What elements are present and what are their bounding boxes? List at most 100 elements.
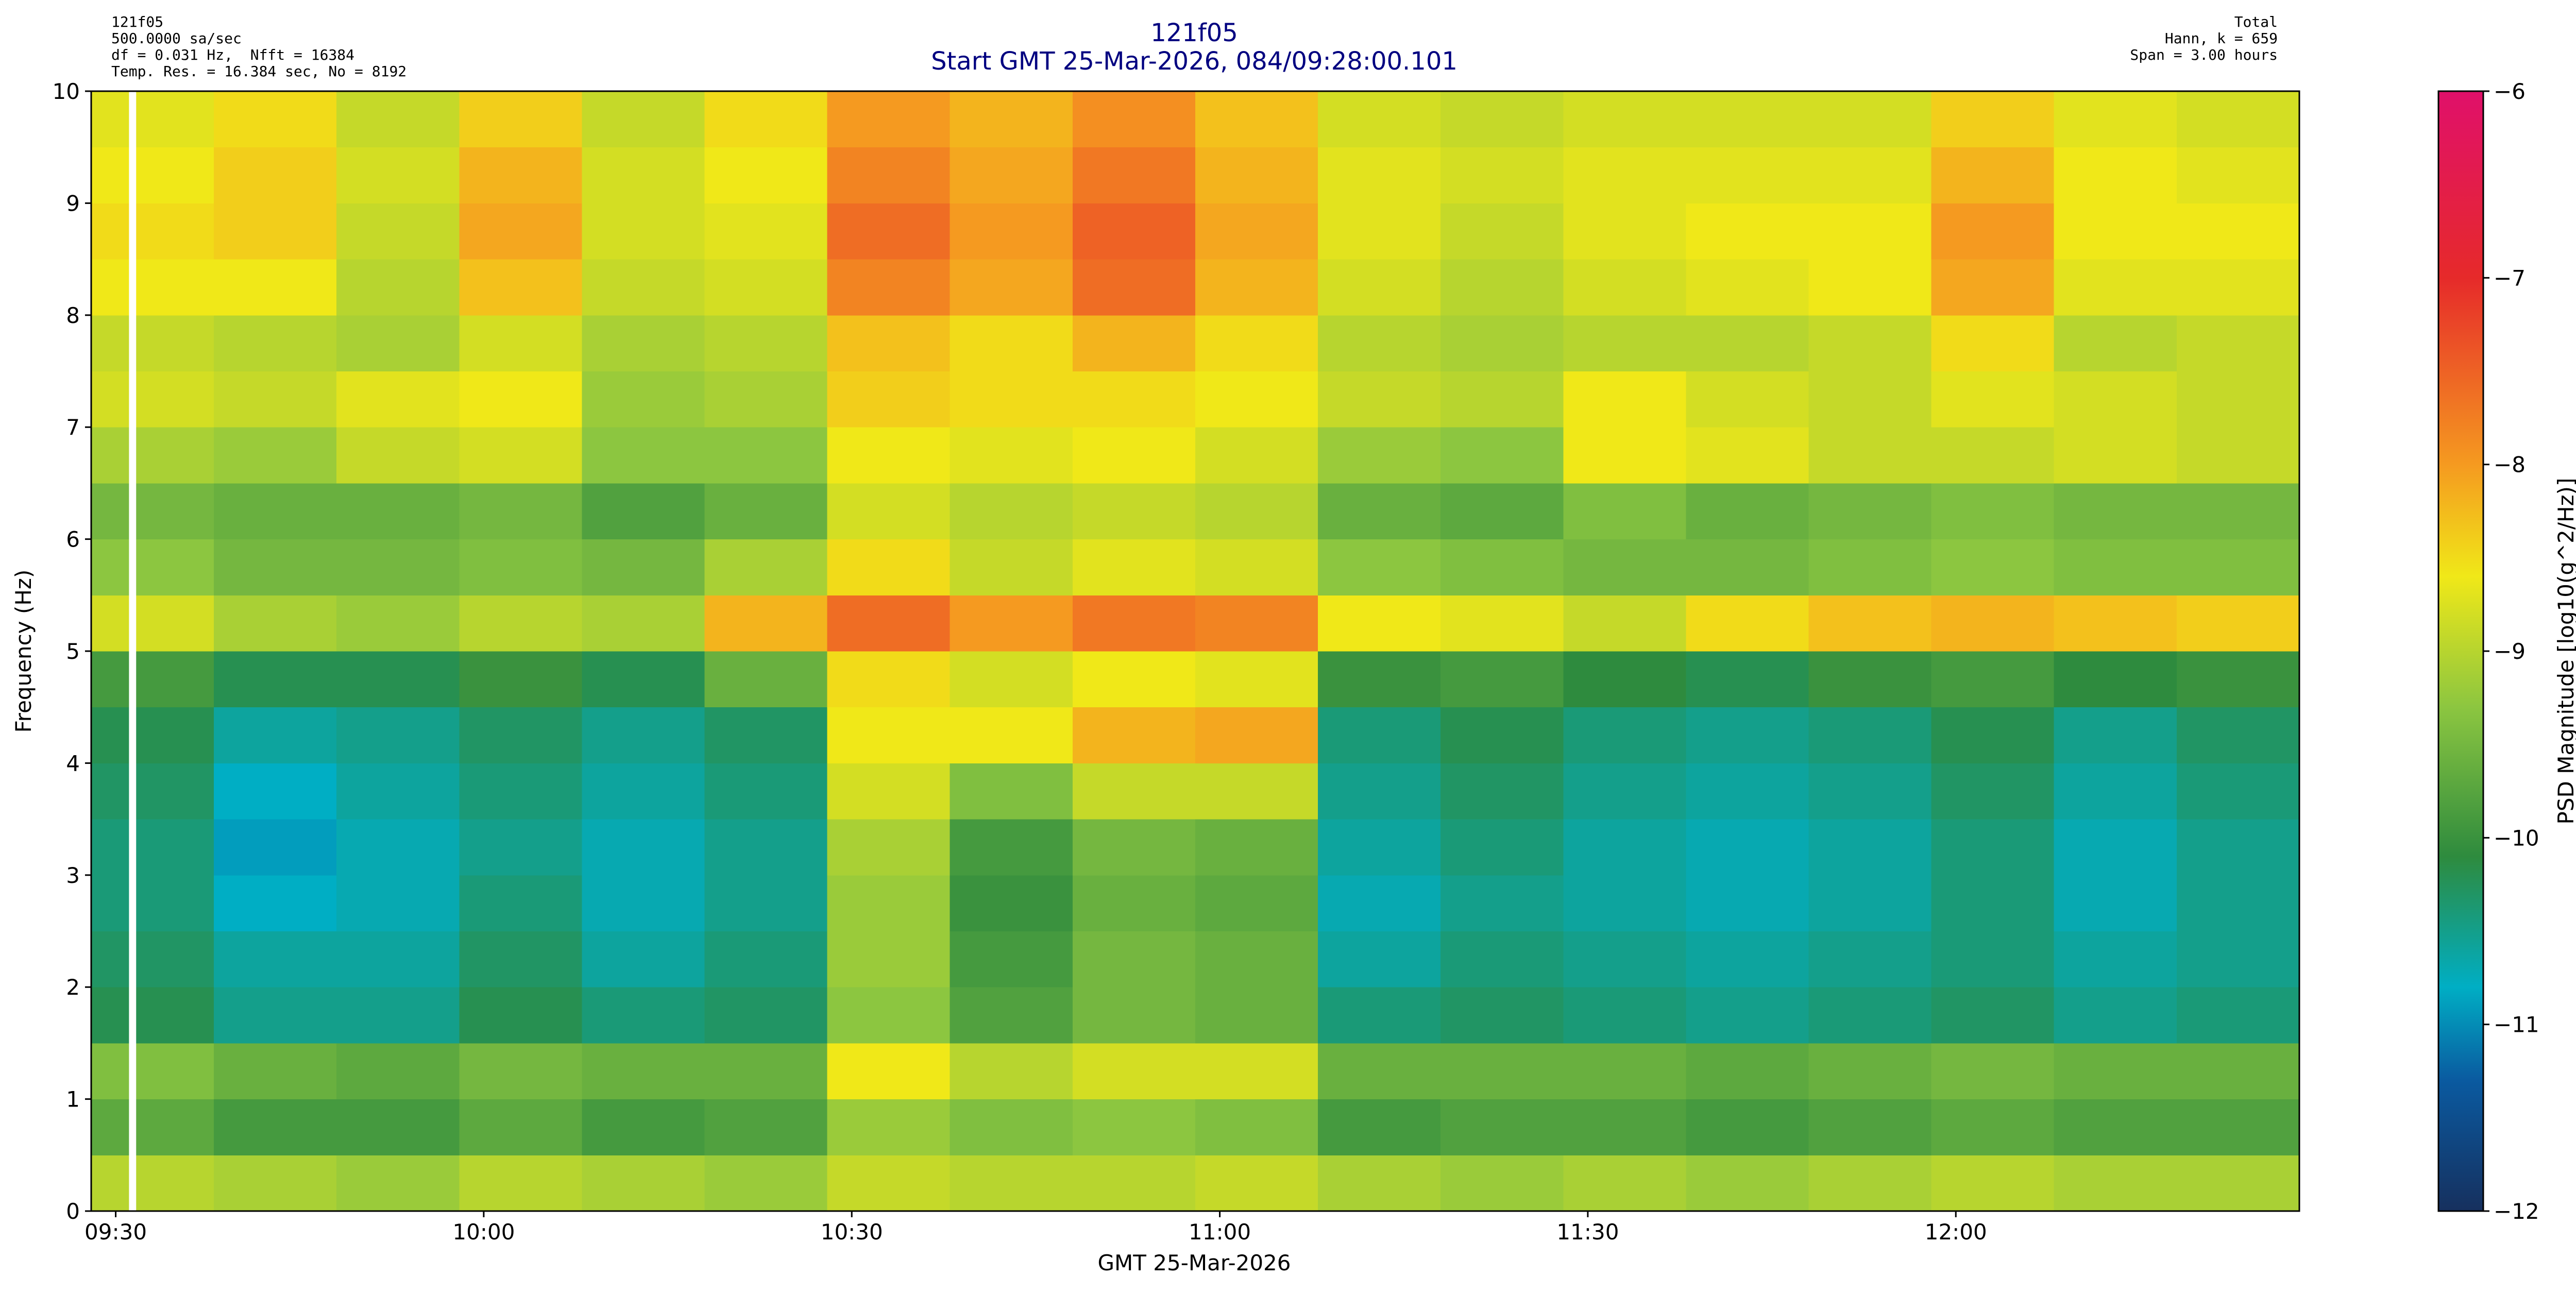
heatmap-cell	[827, 147, 951, 203]
heatmap-cell	[1931, 259, 2055, 316]
heatmap-cell	[91, 259, 214, 316]
heatmap-cell	[336, 987, 460, 1044]
y-axis-label: Frequency (Hz)	[11, 570, 36, 733]
heatmap-cell	[214, 987, 337, 1044]
heatmap-cell	[2054, 1099, 2177, 1155]
y-tick-label: 4	[66, 751, 80, 776]
heatmap-cell	[2176, 595, 2300, 652]
heatmap-cell	[91, 595, 214, 652]
y-tick-label: 7	[66, 415, 80, 440]
heatmap-cell	[1808, 707, 1932, 763]
heatmap-cell	[214, 91, 337, 148]
heatmap-cell	[1440, 1099, 1564, 1155]
heatmap-cell	[950, 987, 1073, 1044]
heatmap-cell	[2176, 483, 2300, 540]
heatmap-cell	[214, 1099, 337, 1155]
heatmap-cell	[1072, 315, 1196, 371]
heatmap-cell	[214, 1043, 337, 1100]
heatmap-cell	[1195, 203, 1318, 260]
heatmap-cell	[1686, 315, 1809, 371]
heatmap-cell	[459, 931, 582, 987]
chart-title: 121f05	[1150, 19, 1238, 47]
heatmap-cell	[1686, 1155, 1809, 1212]
heatmap-cell	[1686, 1043, 1809, 1100]
heatmap-cell	[91, 1155, 214, 1212]
info-text: df = 0.031 Hz, Nfft = 16384	[111, 46, 354, 63]
heatmap-cell	[1318, 315, 1441, 371]
heatmap-cell	[1931, 147, 2055, 203]
heatmap-cell	[2054, 1155, 2177, 1212]
heatmap-cell	[582, 651, 705, 708]
heatmap-cell	[1072, 1043, 1196, 1100]
heatmap-cell	[1931, 91, 2055, 148]
heatmap-cell	[950, 315, 1073, 371]
x-axis-label: GMT 25-Mar-2026	[1098, 1250, 1291, 1275]
heatmap-cell	[1195, 147, 1318, 203]
heatmap-cell	[1318, 427, 1441, 484]
heatmap-cell	[1931, 539, 2055, 595]
heatmap-cell	[1563, 539, 1686, 595]
heatmap-cell	[1931, 1155, 2055, 1212]
heatmap-cell	[950, 931, 1073, 987]
heatmap-cell	[1563, 987, 1686, 1044]
heatmap-cell	[2054, 595, 2177, 652]
heatmap-cell	[1563, 483, 1686, 540]
colorbar-tick-label: −6	[2494, 79, 2526, 104]
heatmap-cell	[1195, 539, 1318, 595]
heatmap-cell	[582, 371, 705, 428]
heatmap-cell	[1808, 931, 1932, 987]
heatmap-cell	[2054, 315, 2177, 371]
heatmap-cell	[2176, 539, 2300, 595]
heatmap-cell	[827, 987, 951, 1044]
heatmap-cell	[1195, 987, 1318, 1044]
heatmap-cell	[1808, 819, 1932, 876]
heatmap-cell	[91, 987, 214, 1044]
heatmap-cell	[1686, 595, 1809, 652]
heatmap-cell	[2176, 875, 2300, 931]
heatmap-cell	[1808, 427, 1932, 484]
heatmap-cell	[214, 931, 337, 987]
heatmap-cell	[91, 1043, 214, 1100]
heatmap-cell	[1931, 371, 2055, 428]
heatmap-cell	[214, 539, 337, 595]
heatmap-cell	[704, 147, 828, 203]
heatmap-cell	[2054, 1043, 2177, 1100]
heatmap-cell	[2054, 427, 2177, 484]
heatmap-cell	[336, 427, 460, 484]
heatmap-cell	[827, 707, 951, 763]
heatmap-cell	[1072, 987, 1196, 1044]
heatmap-cell	[1563, 595, 1686, 652]
heatmap-cell	[1072, 1155, 1196, 1212]
heatmap-cell	[1440, 707, 1564, 763]
info-text: 500.0000 sa/sec	[111, 30, 242, 47]
heatmap-cell	[459, 371, 582, 428]
heatmap-cell	[1195, 1043, 1318, 1100]
info-text: Temp. Res. = 16.384 sec, No = 8192	[111, 63, 406, 80]
heatmap-cell	[2176, 931, 2300, 987]
heatmap-cell	[1195, 1155, 1318, 1212]
heatmap-cell	[582, 595, 705, 652]
x-tick-label: 11:00	[1189, 1219, 1251, 1245]
heatmap-cell	[1195, 1099, 1318, 1155]
heatmap-cell	[1563, 707, 1686, 763]
heatmap-cell	[1931, 595, 2055, 652]
heatmap-cell	[950, 819, 1073, 876]
heatmap-cell	[1931, 1043, 2055, 1100]
heatmap-cell	[1195, 315, 1318, 371]
heatmap-cell	[336, 1099, 460, 1155]
heatmap-cell	[1072, 595, 1196, 652]
heatmap-cell	[1072, 203, 1196, 260]
heatmap-cell	[827, 931, 951, 987]
heatmap-cell	[582, 259, 705, 316]
heatmap-cell	[2054, 875, 2177, 931]
heatmap-cell	[91, 763, 214, 820]
heatmap-cell	[1808, 259, 1932, 316]
heatmap-cell	[1931, 651, 2055, 708]
heatmap-cell	[1318, 483, 1441, 540]
heatmap-cell	[1440, 147, 1564, 203]
heatmap-cell	[214, 595, 337, 652]
colorbar-tick-label: −8	[2494, 452, 2526, 478]
heatmap-cell	[950, 875, 1073, 931]
heatmap-cell	[2054, 931, 2177, 987]
